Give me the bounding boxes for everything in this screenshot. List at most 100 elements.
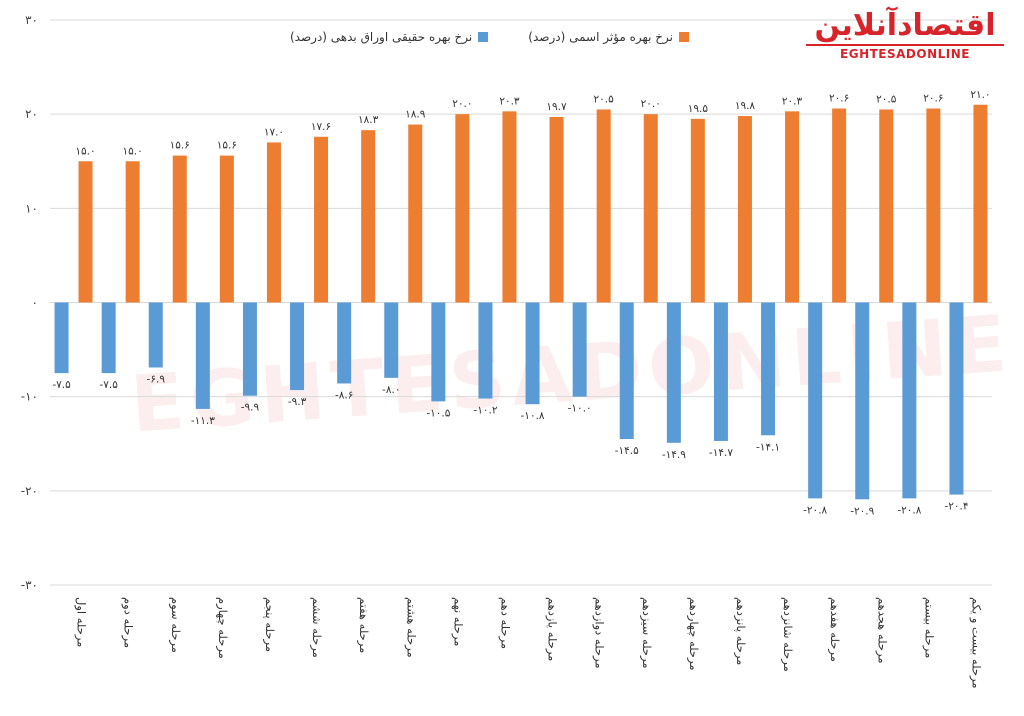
bar-nominal (926, 108, 941, 303)
data-label-real: -۲۰.۹ (850, 505, 874, 517)
category-labels: مرحله اول مرحله دوم مرحله سوم مرحله چهارم مر… (74, 597, 984, 689)
bar-real (431, 302, 446, 402)
bar-real (101, 302, 116, 374)
data-label-nominal: ۱۷.۰ (264, 126, 284, 138)
bar-nominal (361, 130, 376, 303)
data-label-nominal: ۱۵.۰ (123, 145, 143, 157)
data-label-nominal: ۲۱.۰ (970, 89, 990, 101)
data-label-nominal: ۱۸.۹ (405, 109, 426, 121)
gridlines (50, 19, 992, 586)
y-tick-label: -۲۰ (21, 484, 38, 498)
category-label: مرحله چهاردهم (686, 597, 701, 671)
data-label-real: -۶.۹ (147, 373, 166, 385)
data-label-real: -۱۴.۹ (662, 449, 686, 461)
y-tick-label: -۱۰ (21, 390, 38, 404)
data-label-real: -۹.۹ (241, 402, 260, 414)
bar-real (290, 302, 305, 391)
legend-label-nominal: نرخ بهره مؤثر اسمی (درصد) (528, 30, 673, 44)
data-label-nominal: ۱۹.۵ (688, 103, 709, 115)
legend-swatch-real (478, 32, 489, 42)
bar-real (855, 302, 870, 500)
legend-item-real: نرخ بهره حقیقی اوراق بدهی (درصد) (290, 30, 489, 44)
bar-nominal (643, 114, 658, 303)
bars (54, 104, 988, 500)
bar-nominal (549, 116, 564, 303)
data-label-real: -۷.۵ (99, 379, 118, 391)
legend-label-real: نرخ بهره حقیقی اوراق بدهی (درصد) (290, 30, 473, 44)
data-label-nominal: ۱۷.۶ (311, 121, 331, 133)
bar-real (337, 302, 352, 384)
bar-nominal (455, 114, 470, 303)
logo-persian-text: اقتصادآنلاین (814, 8, 996, 43)
data-label-nominal: ۲۰.۳ (782, 95, 803, 107)
bar-real (525, 302, 540, 405)
y-tick-label: ۲۰ (25, 107, 38, 121)
bar-nominal (125, 161, 140, 303)
bar-nominal (596, 109, 611, 303)
category-label: مرحله بیستم (921, 597, 936, 658)
category-label: مرحله هجدهم (874, 597, 889, 663)
data-label-nominal: ۱۹.۸ (735, 100, 756, 112)
bar-nominal (78, 161, 93, 303)
bar-real (478, 302, 493, 399)
bar-nominal (408, 124, 423, 303)
bar-real (384, 302, 399, 378)
y-tick-label: -۳۰ (21, 578, 38, 592)
y-axis-ticks: ۳۰ ۲۰ ۱۰ ۰ -۱۰ -۲۰ -۳۰ (21, 13, 38, 592)
y-tick-label: ۰ (32, 296, 38, 310)
data-label-nominal: ۱۵.۶ (170, 140, 190, 152)
bar-nominal (832, 108, 847, 303)
data-label-nominal: ۲۰.۶ (829, 93, 849, 105)
category-label: مرحله سیزدهم (639, 597, 654, 669)
category-label: مرحله ششم (309, 597, 324, 658)
bar-real (148, 302, 163, 368)
bar-real (666, 302, 681, 443)
bar-nominal (973, 104, 988, 303)
data-label-real: -۷.۵ (52, 379, 71, 391)
category-label: مرحله سوم (168, 597, 183, 653)
bar-real (902, 302, 917, 499)
data-label-nominal: ۲۰.۳ (499, 95, 520, 107)
bar-nominal (172, 155, 187, 303)
data-label-real: -۱۰.۸ (521, 410, 545, 422)
data-label-nominal: ۲۰.۰ (641, 98, 661, 110)
data-label-nominal: ۱۵.۰ (75, 145, 95, 157)
data-label-nominal: ۱۹.۷ (546, 101, 567, 113)
category-label: مرحله بیست و یکم (968, 597, 983, 689)
logo-english-text: EGHTESADONLINE (806, 44, 1004, 61)
data-label-nominal: ۲۰.۰ (452, 98, 472, 110)
category-label: مرحله هفدهم (827, 597, 842, 662)
category-label: مرحله نهم (450, 597, 465, 646)
category-label: مرحله هفتم (356, 597, 371, 653)
bar-real (761, 302, 776, 436)
data-label-real: -۲۰.۸ (803, 504, 827, 516)
data-label-real: -۱۴.۷ (709, 447, 733, 459)
y-tick-label: ۱۰ (25, 201, 38, 215)
bar-nominal (690, 118, 705, 303)
bar-real (242, 302, 257, 396)
category-label: مرحله پنجم (262, 597, 277, 652)
bar-nominal (879, 109, 894, 303)
category-label: مرحله پانزدهم (733, 597, 748, 665)
data-label-real: -۸.۰ (382, 384, 400, 396)
category-label: مرحله دوم (121, 597, 136, 648)
category-label: مرحله شانزدهم (780, 597, 795, 672)
legend-item-nominal: نرخ بهره مؤثر اسمی (درصد) (528, 30, 689, 44)
bar-nominal (219, 155, 234, 303)
data-label-nominal: ۲۰.۶ (923, 93, 943, 105)
brand-logo: اقتصادآنلاین EGHTESADONLINE (800, 8, 1010, 61)
data-label-real: -۱۰.۰ (568, 403, 592, 415)
data-label-nominal: ۱۸.۳ (358, 114, 379, 126)
category-label: مرحله دهم (497, 597, 512, 649)
y-tick-label: ۳۰ (25, 13, 38, 27)
data-label-real: -۲۰.۸ (897, 504, 921, 516)
bar-real (54, 302, 69, 374)
category-label: مرحله چهارم (215, 597, 230, 659)
category-label: مرحله اول (74, 597, 89, 647)
bar-real (713, 302, 728, 441)
data-label-nominal: ۲۰.۵ (876, 93, 897, 105)
data-label-real: -۱۴.۱ (756, 441, 780, 453)
bar-real (949, 302, 964, 495)
data-label-real: -۸.۶ (335, 389, 353, 401)
data-label-nominal: ۲۰.۵ (594, 93, 615, 105)
